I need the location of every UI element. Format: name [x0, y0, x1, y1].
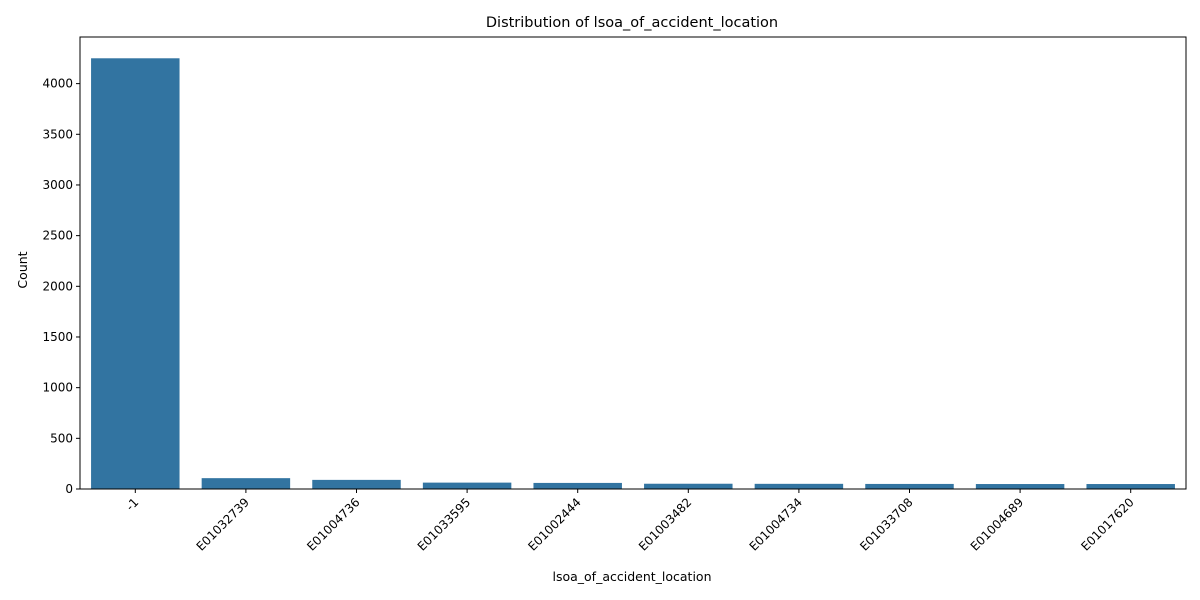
bar-E01033708: [865, 483, 954, 489]
x-tick-label: E01002444: [525, 495, 583, 553]
bar-E01004689: [975, 484, 1065, 489]
x-tick-label: E01003482: [636, 495, 694, 553]
bar-E01004734: [754, 483, 844, 489]
x-tick-label: E01004736: [304, 495, 362, 553]
y-tick-label: 3000: [42, 178, 73, 192]
x-tick-label: E01004689: [968, 495, 1026, 553]
bar-E01002444: [533, 482, 622, 489]
y-tick-label: 500: [50, 431, 73, 445]
y-tick-label: 1000: [42, 381, 73, 395]
bar--1: [91, 58, 180, 490]
y-tick-label: 2000: [42, 279, 73, 293]
x-tick-label: E01004734: [747, 495, 805, 553]
bar-E01033595: [422, 482, 512, 489]
bar-E01017620: [1086, 484, 1175, 489]
y-tick-label: 0: [65, 482, 73, 496]
y-tick-label: 1500: [42, 330, 73, 344]
x-tick-label: E01033595: [415, 495, 473, 553]
x-tick-label: E01032739: [194, 495, 252, 553]
x-tick-label: -1: [123, 495, 141, 513]
y-tick-label: 3500: [42, 127, 73, 141]
bars-group: [91, 58, 1175, 490]
y-tick-label: 4000: [42, 77, 73, 91]
y-axis-label: Count: [15, 251, 30, 288]
x-axis-label: lsoa_of_accident_location: [552, 569, 711, 584]
bar-E01003482: [644, 483, 733, 489]
plot-frame: [79, 36, 1187, 490]
x-axis: -1 E01032739 E01004736 E01033595 E01002444 E0…: [123, 489, 1137, 554]
x-tick-label: E01033708: [857, 495, 915, 553]
bar-E01004736: [312, 479, 401, 489]
x-tick-label: E01017620: [1078, 495, 1136, 553]
bar-E01032739: [201, 478, 291, 489]
y-tick-label: 2500: [42, 229, 73, 243]
chart-title: Distribution of lsoa_of_accident_locatio…: [486, 15, 778, 31]
y-axis: 0 500 1000 1500 2000 2500 3000 3500 4000: [42, 77, 80, 496]
